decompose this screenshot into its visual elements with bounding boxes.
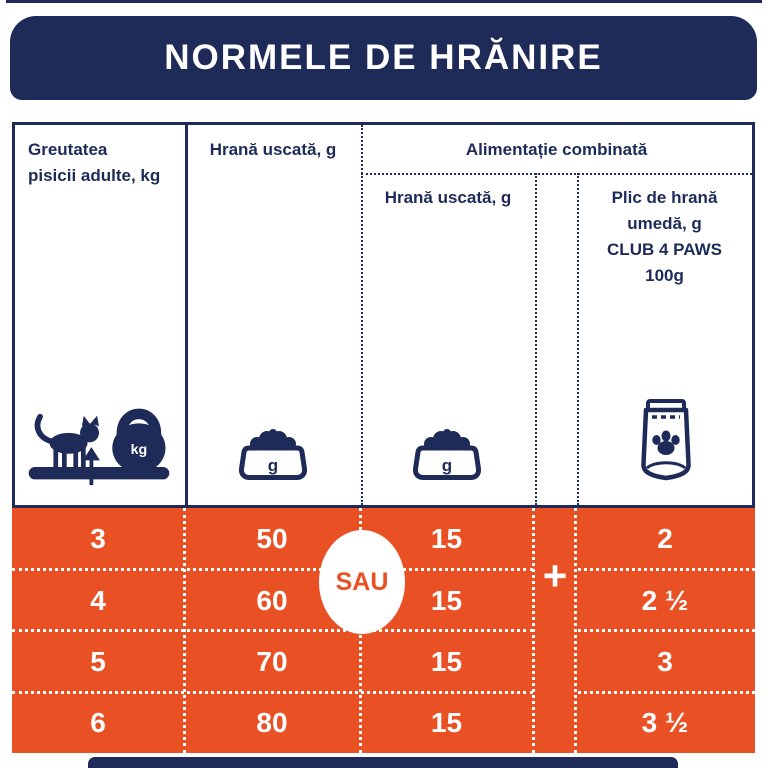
feeding-table-header-area: Greutatea pisicii adulte, kg Hrană uscat…: [12, 122, 755, 508]
or-badge: SAU: [319, 530, 405, 634]
column-divider-dotted: [361, 125, 363, 505]
bowl-gram-label: g: [442, 456, 452, 475]
row-divider: [12, 691, 533, 694]
cell-weight: 3: [90, 522, 106, 554]
row-divider: [578, 629, 755, 632]
cell-weight: 4: [90, 584, 106, 616]
column-header-combined: Alimentație combinată: [465, 140, 648, 159]
plus-sign: +: [542, 552, 568, 599]
row-divider: [578, 691, 755, 694]
row-divider: [12, 568, 533, 571]
kettlebell-kg-label: kg: [131, 442, 148, 458]
cell-combo-dry: 15: [430, 522, 463, 554]
column-divider-solid: [185, 125, 188, 505]
cell-combo-wet: 3 ½: [641, 706, 689, 738]
kettlebell-icon: [112, 423, 166, 473]
cat-tail: [34, 413, 55, 445]
cell-dry: 50: [256, 522, 288, 554]
cell-dry: 80: [256, 706, 288, 738]
bowl-gram-label: g: [268, 456, 278, 475]
cat-head: [80, 423, 99, 443]
cell-combo-wet: 2: [657, 522, 673, 554]
dry-food-bowl-icon: g: [238, 429, 308, 480]
subcolumn-divider-left: [535, 173, 537, 505]
wet-label-line4: 100g: [645, 266, 684, 285]
kettlebell-handle: [116, 408, 162, 440]
page-title: NORMELE DE HRĂNIRE: [164, 38, 603, 77]
kibble-mound: [251, 441, 295, 449]
wet-label-line2: umedă, g: [627, 214, 702, 233]
subcolumn-header-dry-food: Hrană uscată, g: [384, 188, 512, 207]
column-header-dry-food: Hrană uscată, g: [209, 140, 337, 159]
top-edge-strip: [6, 0, 762, 3]
cell-combo-dry: 15: [430, 645, 463, 677]
dry-food-bowl-icon: g: [412, 429, 482, 480]
cat-ear-right: [90, 415, 99, 427]
column-header-weight: Greutatea pisicii adulte, kg: [28, 137, 180, 189]
subcolumn-divider-right: [577, 173, 579, 505]
bowl-outline: [412, 445, 482, 480]
bottom-edge-bar: [88, 757, 678, 768]
row-divider: [12, 629, 533, 632]
cat-leg: [53, 449, 59, 468]
cell-dry: 70: [256, 645, 288, 677]
paw-icon: [652, 430, 680, 455]
cat-leg: [80, 447, 86, 468]
bowl-outline: [238, 445, 308, 480]
wet-label-line3: CLUB 4 PAWS: [607, 240, 722, 259]
grid-divider: [574, 508, 577, 753]
arrow-stem: [89, 458, 94, 486]
cell-combo-dry: 15: [430, 584, 463, 616]
weight-label-line1: Greutatea: [28, 140, 108, 159]
combined-subheader-divider: [361, 173, 752, 175]
subcolumn-header-wet-pouch: Plic de hrană umedă, g CLUB 4 PAWS 100g: [577, 185, 752, 289]
cell-combo-wet: 3: [657, 645, 673, 677]
cell-weight: 5: [90, 645, 106, 677]
kibble-mound: [425, 441, 469, 449]
cat-weight-scale-icon: kg: [28, 408, 170, 486]
arrow-up-icon: [82, 447, 100, 461]
pouch-fold-line: [645, 461, 687, 470]
feeding-values-grid: 3 50 15 2 4 60 15 2 ½ 5 70 15 3 6 80 15 …: [12, 508, 755, 753]
cell-combo-wet: 2 ½: [641, 584, 689, 616]
cell-dry: 60: [256, 584, 288, 616]
wet-label-line1: Plic de hrană: [611, 188, 718, 207]
wet-food-pouch-icon: [641, 399, 691, 481]
cell-weight: 6: [90, 706, 106, 738]
row-divider: [578, 568, 755, 571]
weight-label-line2: pisicii adulte, kg: [28, 166, 161, 185]
cat-leg: [61, 450, 67, 468]
cat-leg: [73, 450, 79, 468]
cat-ear-left: [81, 415, 90, 427]
header-banner: NORMELE DE HRĂNIRE: [10, 16, 757, 100]
grid-divider: [532, 508, 535, 753]
cat-body: [49, 432, 88, 454]
cell-combo-dry: 15: [430, 706, 463, 738]
